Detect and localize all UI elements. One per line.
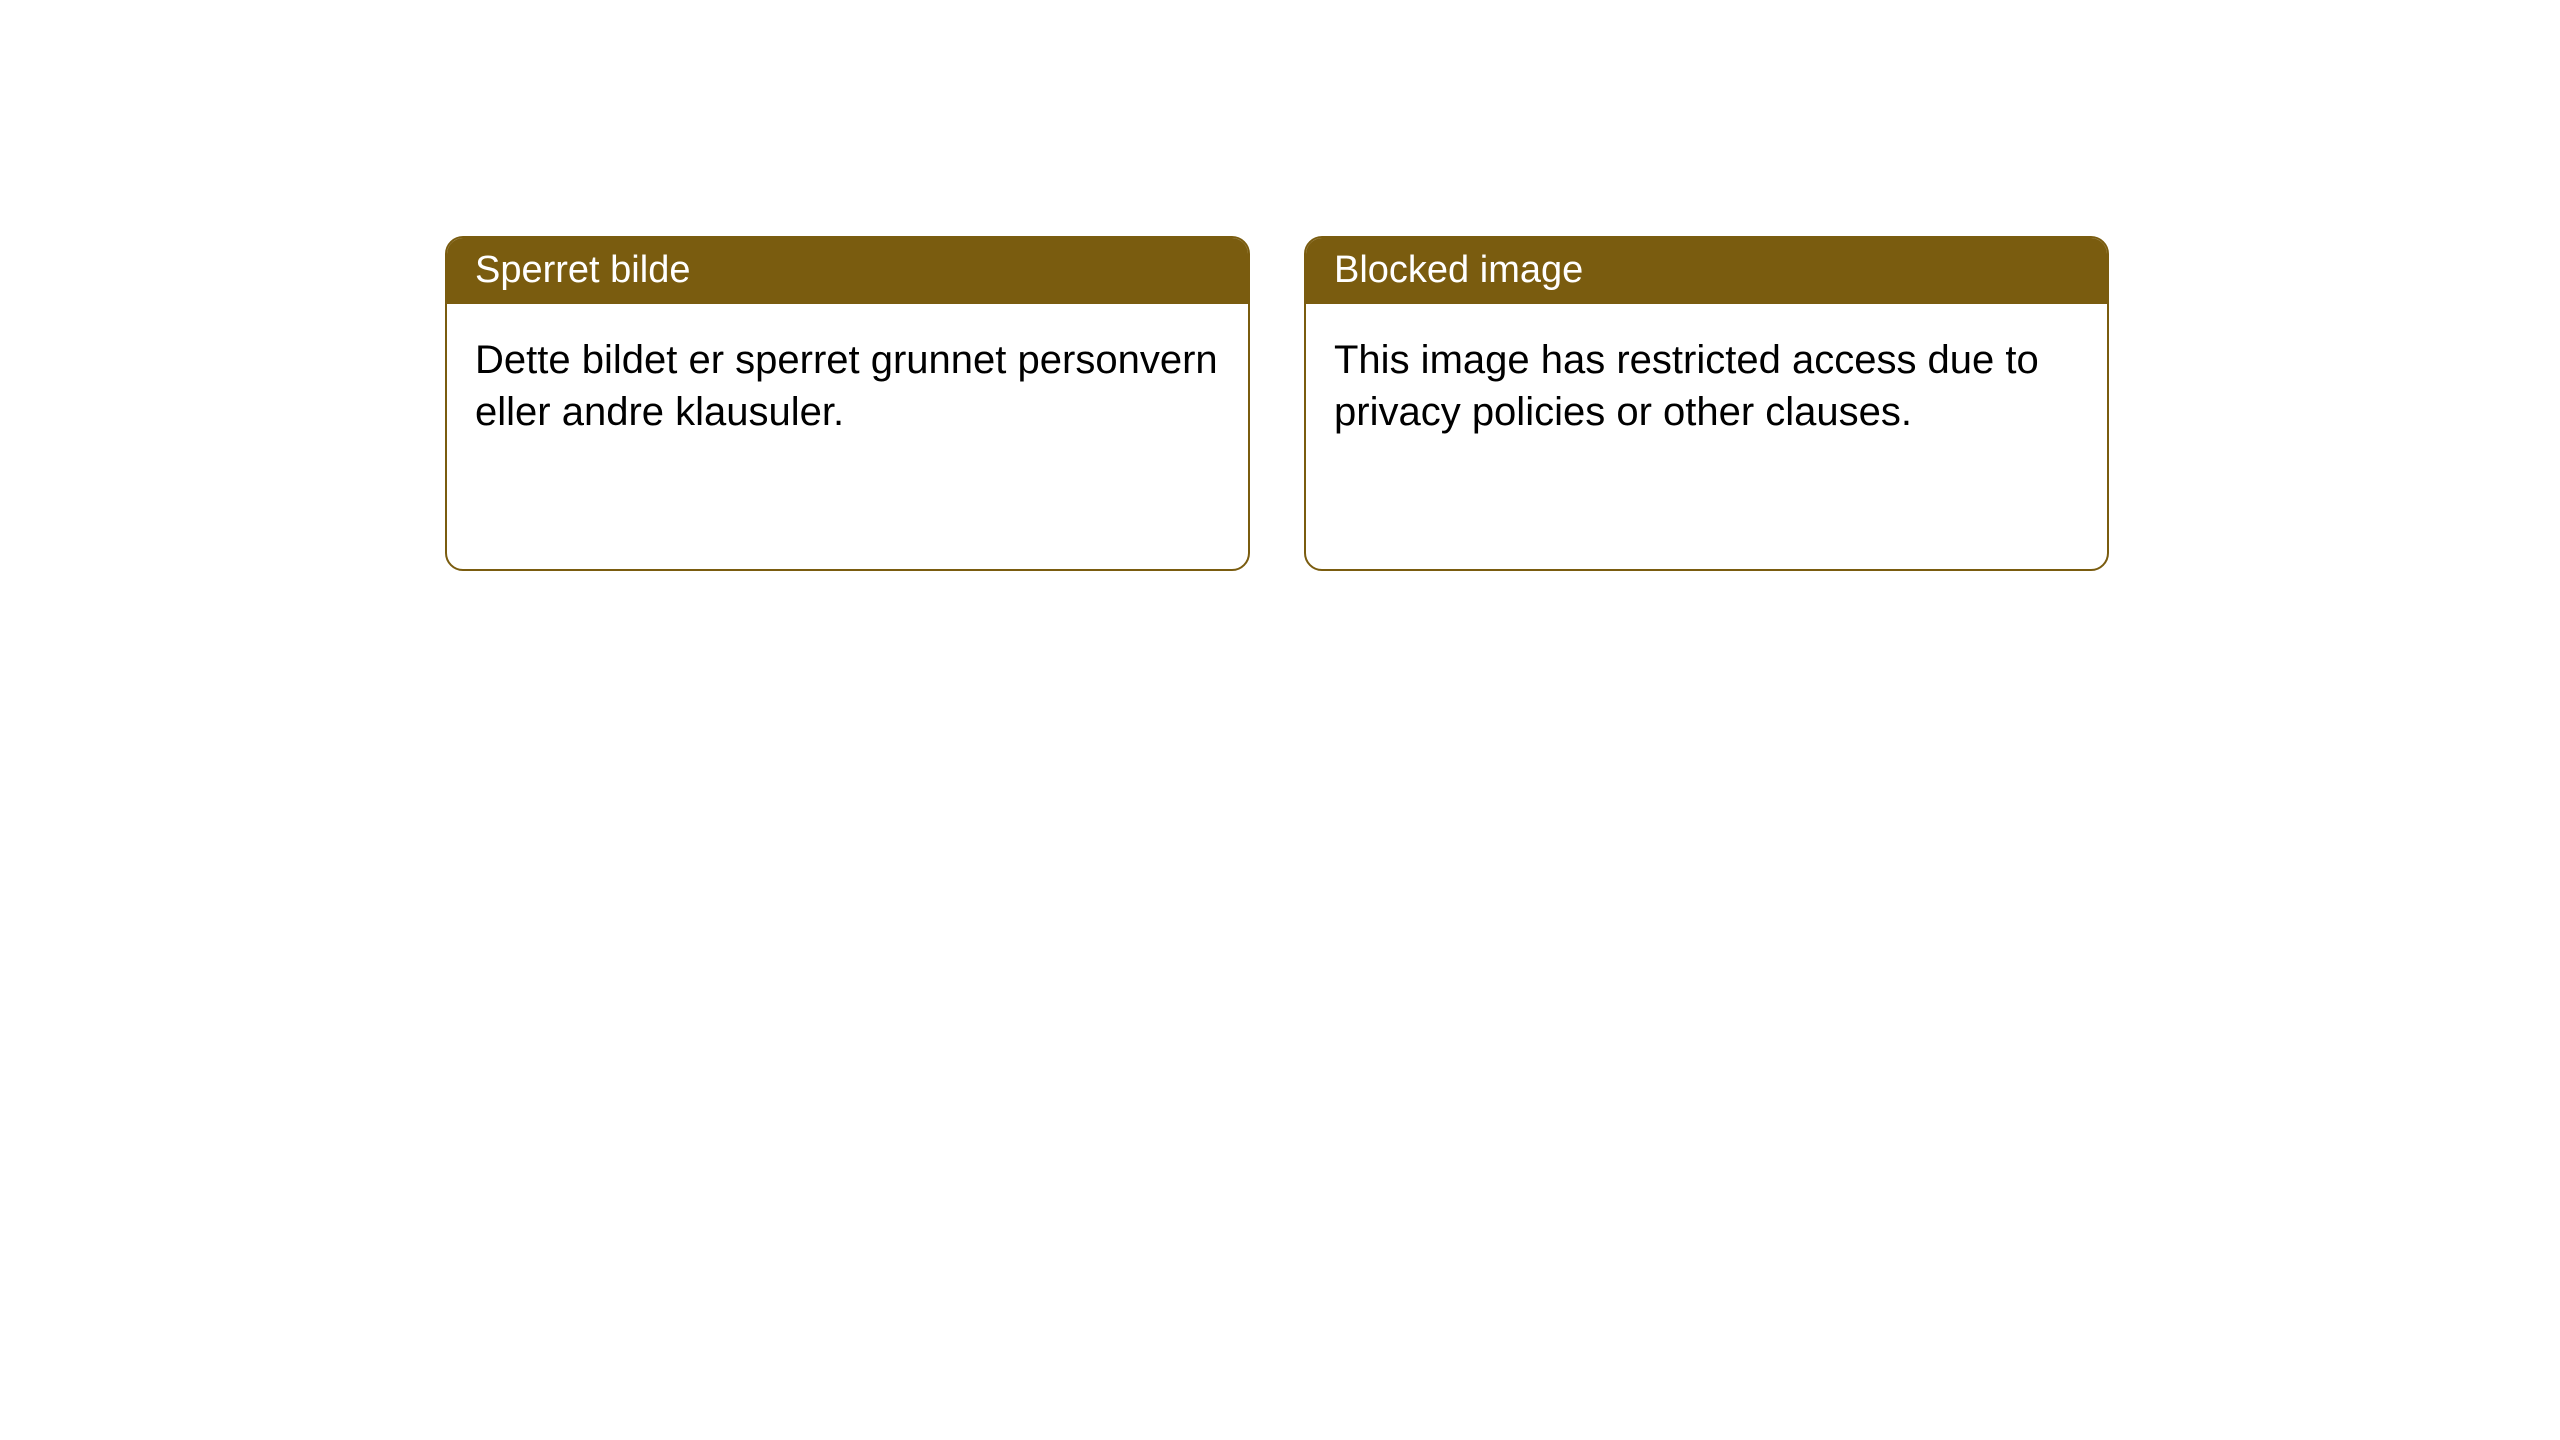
notice-box-norwegian: Sperret bilde Dette bildet er sperret gr… [445,236,1250,571]
notice-body-norwegian: Dette bildet er sperret grunnet personve… [447,304,1248,468]
notice-header-norwegian: Sperret bilde [447,238,1248,304]
notice-body-english: This image has restricted access due to … [1306,304,2107,468]
notice-box-english: Blocked image This image has restricted … [1304,236,2109,571]
notice-container: Sperret bilde Dette bildet er sperret gr… [0,0,2560,571]
notice-header-english: Blocked image [1306,238,2107,304]
